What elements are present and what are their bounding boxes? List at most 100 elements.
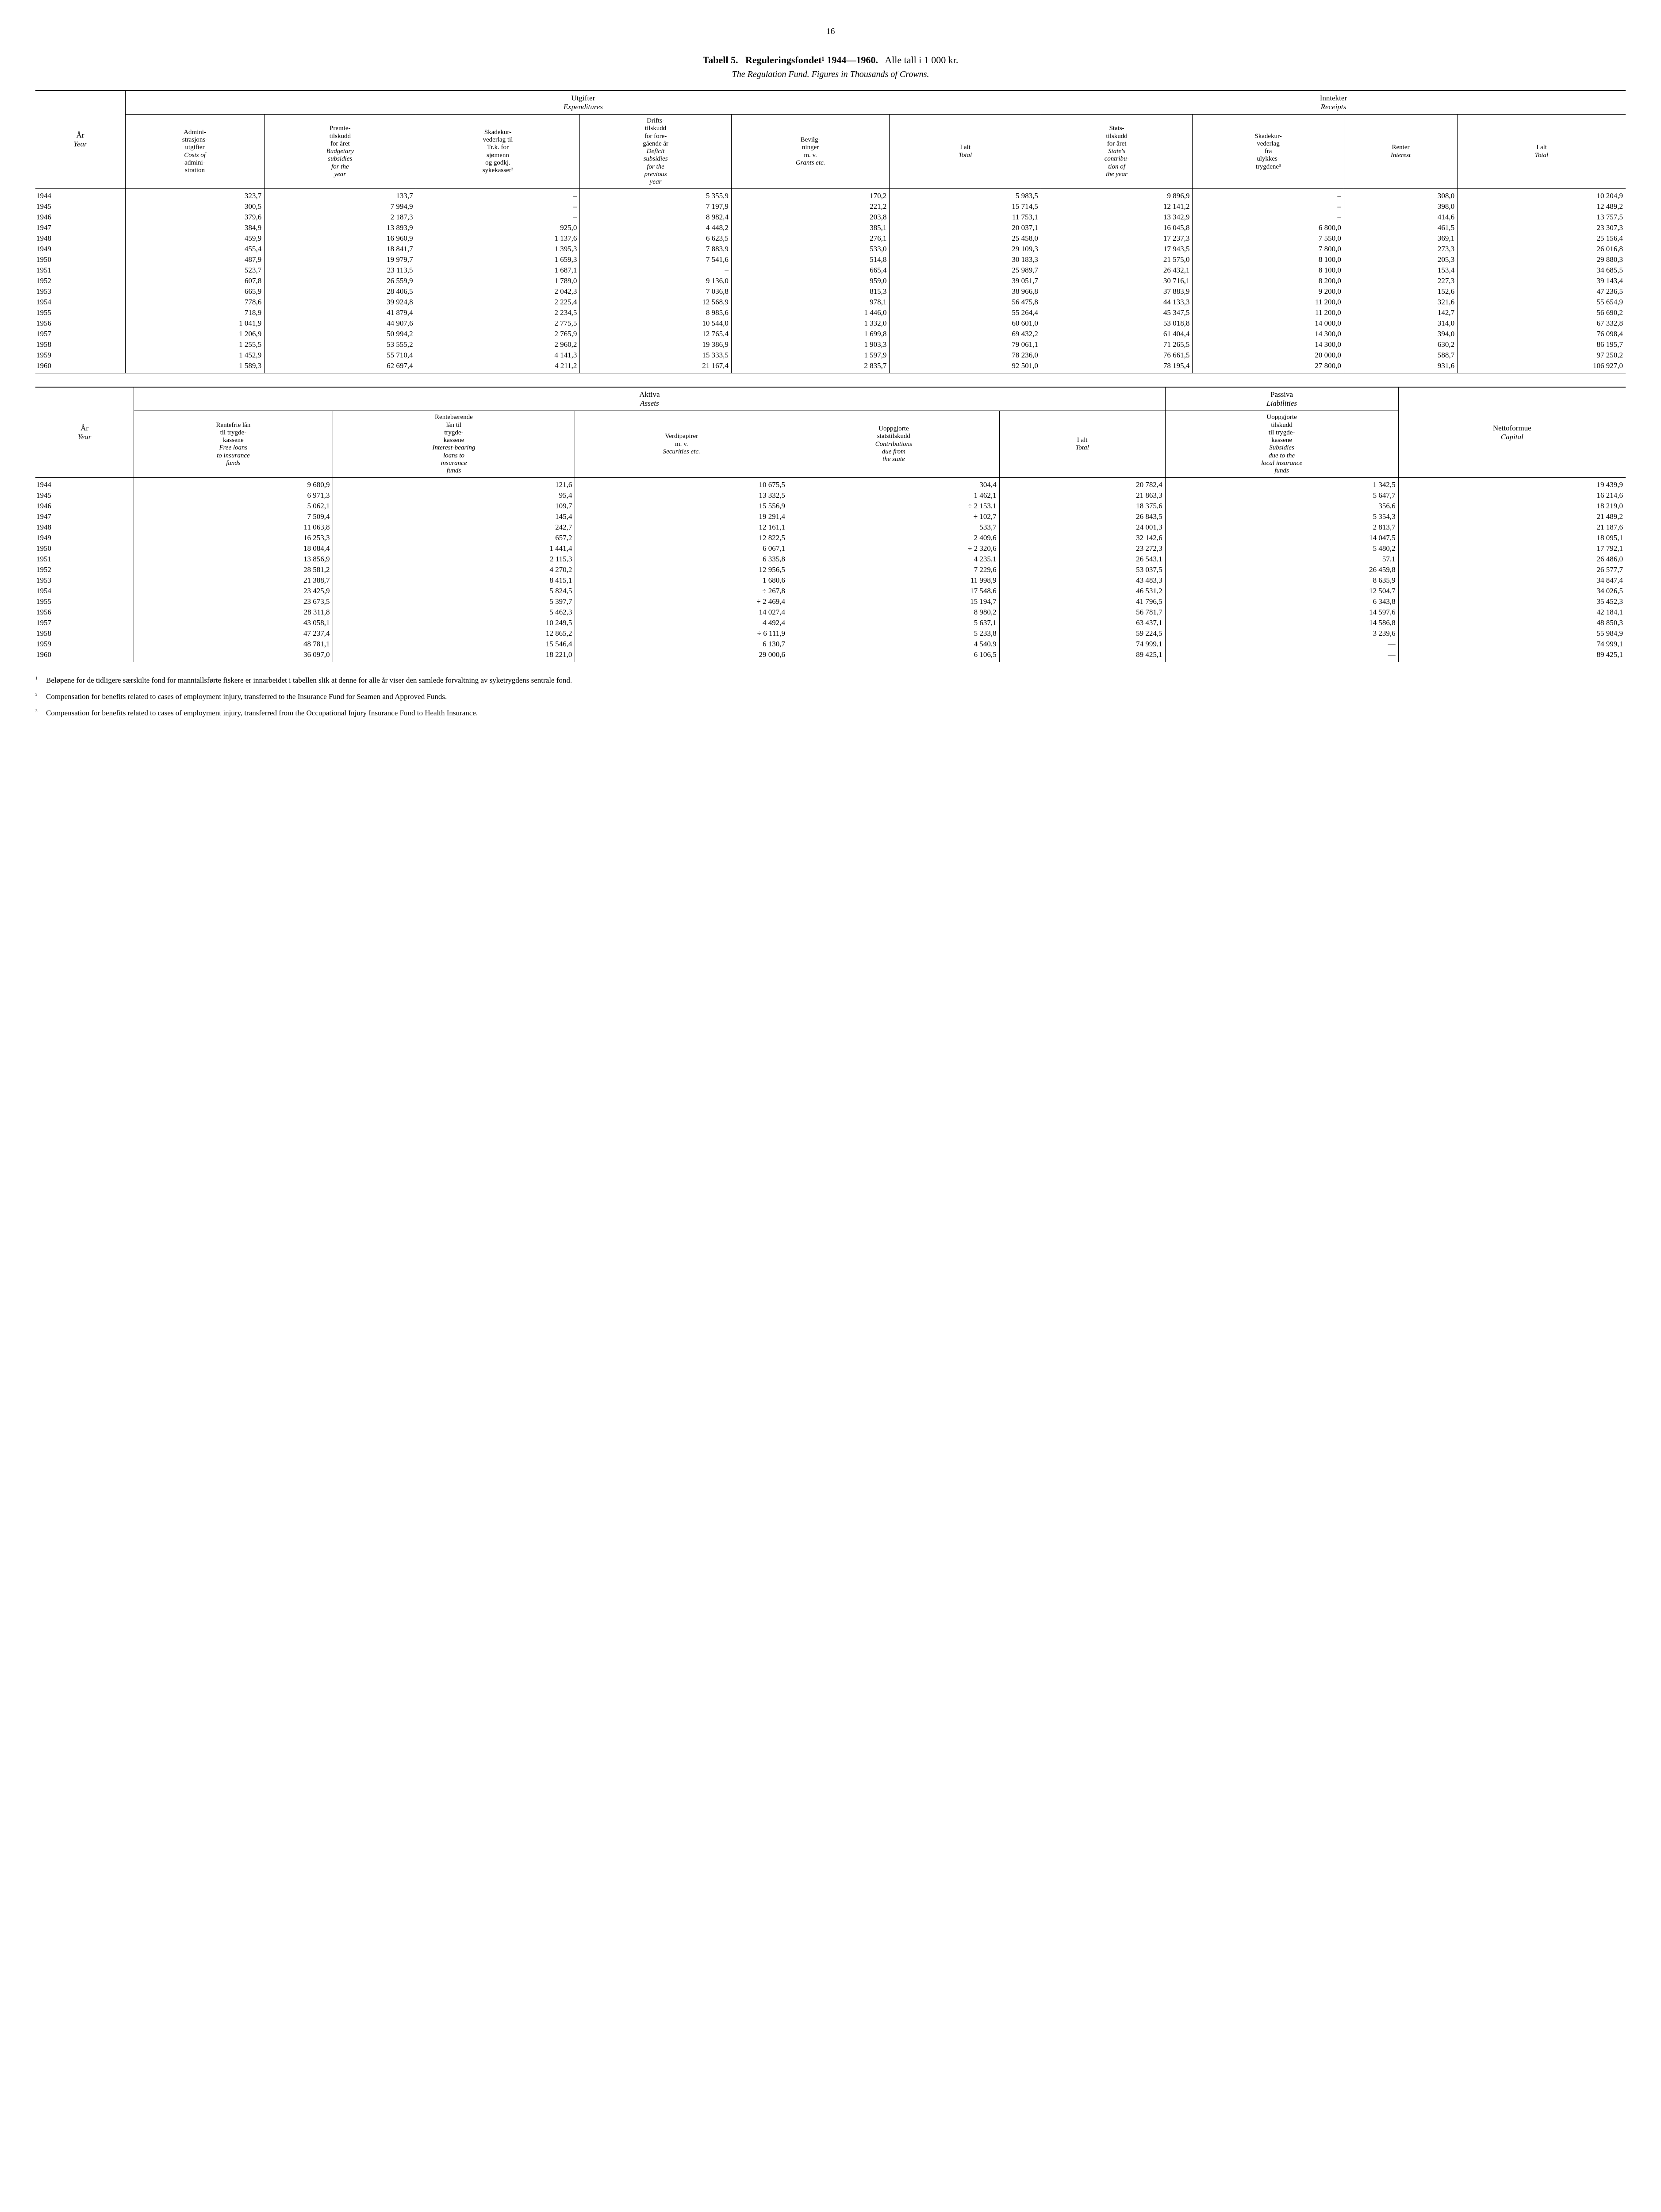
table-row: 19581 255,553 555,22 960,219 386,91 903,… — [35, 339, 1626, 350]
cell: 142,7 — [1344, 307, 1457, 318]
title-prefix: Tabell 5. — [703, 54, 738, 65]
cell: 1 446,0 — [731, 307, 889, 318]
cell: 2 835,7 — [731, 361, 889, 373]
cell: 17 237,3 — [1041, 233, 1193, 244]
cell: 15 714,5 — [890, 201, 1041, 212]
cell: 1949 — [35, 244, 125, 254]
cell: 8 985,6 — [580, 307, 732, 318]
group-aktiva-no: Aktiva — [639, 390, 660, 399]
cell: 718,9 — [125, 307, 264, 318]
cell: 19 291,4 — [575, 511, 788, 522]
cell: 26 543,1 — [999, 554, 1165, 565]
cell: 978,1 — [731, 297, 889, 307]
cell: 13 856,9 — [134, 554, 333, 565]
cell: 1953 — [35, 286, 125, 297]
cell: 39 924,8 — [265, 297, 416, 307]
cell: 1958 — [35, 628, 134, 639]
cell: 4 270,2 — [333, 565, 575, 575]
cell: 46 531,2 — [999, 586, 1165, 596]
cell: 47 236,5 — [1458, 286, 1626, 297]
cell: 12 765,4 — [580, 329, 732, 339]
cell: 1 589,3 — [125, 361, 264, 373]
cell: 414,6 — [1344, 212, 1457, 223]
cell: – — [580, 265, 732, 276]
page-number: 16 — [35, 27, 1626, 37]
cell: 11 753,1 — [890, 212, 1041, 223]
cell: 7 550,0 — [1193, 233, 1344, 244]
cell: 1 659,3 — [416, 254, 580, 265]
cell: 2 765,9 — [416, 329, 580, 339]
cell: 356,6 — [1165, 501, 1398, 511]
cell: 8 100,0 — [1193, 265, 1344, 276]
cell: 78 236,0 — [890, 350, 1041, 361]
cell: 42 184,1 — [1398, 607, 1626, 618]
cell: 533,0 — [731, 244, 889, 254]
cell: 1946 — [35, 501, 134, 511]
cell: 2 042,3 — [416, 286, 580, 297]
footnote-text: Compensation for benefits related to cas… — [46, 708, 1626, 718]
cell: 55 710,4 — [265, 350, 416, 361]
cell: 1953 — [35, 575, 134, 586]
cell: 28 406,5 — [265, 286, 416, 297]
cell: 41 796,5 — [999, 596, 1165, 607]
table-row: 19449 680,9121,610 675,5304,420 782,41 3… — [35, 478, 1626, 491]
cell: 10 675,5 — [575, 478, 788, 491]
cell: 14 000,0 — [1193, 318, 1344, 329]
title-suffix: Alle tall i 1 000 kr. — [885, 54, 958, 65]
cell: 455,4 — [125, 244, 264, 254]
table-row: 195847 237,412 865,2÷ 6 111,95 233,859 2… — [35, 628, 1626, 639]
t1-col-4: Bevilg-ningerm. v.Grants etc. — [731, 115, 889, 189]
cell: 69 432,2 — [890, 329, 1041, 339]
cell: 57,1 — [1165, 554, 1398, 565]
table-row: 195423 425,95 824,5÷ 267,817 548,646 531… — [35, 586, 1626, 596]
cell: 6 971,3 — [134, 490, 333, 501]
cell: 4 211,2 — [416, 361, 580, 373]
cell: 1960 — [35, 649, 134, 662]
footnotes: 1Beløpene for de tidligere særskilte fon… — [35, 676, 1626, 718]
cell: ÷ 102,7 — [788, 511, 1000, 522]
cell: 1959 — [35, 639, 134, 649]
cell: 925,0 — [416, 223, 580, 233]
cell: 5 397,7 — [333, 596, 575, 607]
cell: 1952 — [35, 276, 125, 286]
table-assets-liabilities: ÅrYear Aktiva Assets Passiva Liabilities… — [35, 387, 1626, 662]
cell: 4 448,2 — [580, 223, 732, 233]
table-row: 19571 206,950 994,22 765,912 765,41 699,… — [35, 329, 1626, 339]
cell: 20 000,0 — [1193, 350, 1344, 361]
cell: ÷ 2 469,4 — [575, 596, 788, 607]
table-row: 19456 971,395,413 332,51 462,121 863,35 … — [35, 490, 1626, 501]
table-row: 1948459,916 960,91 137,66 623,5276,125 4… — [35, 233, 1626, 244]
cell: 18 084,4 — [134, 543, 333, 554]
cell: 17 943,5 — [1041, 244, 1193, 254]
cell: 2 960,2 — [416, 339, 580, 350]
cell: 14 027,4 — [575, 607, 788, 618]
table-row: 1951523,723 113,51 687,1–665,425 989,726… — [35, 265, 1626, 276]
cell: 6 130,7 — [575, 639, 788, 649]
cell: 1 395,3 — [416, 244, 580, 254]
cell: 26 016,8 — [1458, 244, 1626, 254]
cell: 38 966,8 — [890, 286, 1041, 297]
cell: 1957 — [35, 329, 125, 339]
cell: 13 332,5 — [575, 490, 788, 501]
cell: 53 037,5 — [999, 565, 1165, 575]
cell: 14 300,0 — [1193, 329, 1344, 339]
cell: 514,8 — [731, 254, 889, 265]
cell: 7 994,9 — [265, 201, 416, 212]
cell: 1944 — [35, 478, 134, 491]
cell: 21 187,6 — [1398, 522, 1626, 533]
cell: 56 690,2 — [1458, 307, 1626, 318]
t1-col-8: RenterInterest — [1344, 115, 1457, 189]
cell: 1947 — [35, 223, 125, 233]
cell: — — [1165, 649, 1398, 662]
cell: 8 982,4 — [580, 212, 732, 223]
cell: 32 142,6 — [999, 533, 1165, 543]
cell: 12 865,2 — [333, 628, 575, 639]
cell: 10 249,5 — [333, 618, 575, 628]
cell: 18 095,1 — [1398, 533, 1626, 543]
cell: 26 559,9 — [265, 276, 416, 286]
cell: 36 097,0 — [134, 649, 333, 662]
cell: 2 225,4 — [416, 297, 580, 307]
cell: 48 781,1 — [134, 639, 333, 649]
t2-col-1: Rentebærendelån tiltrygde-kasseneInteres… — [333, 411, 575, 478]
cell: 19 439,9 — [1398, 478, 1626, 491]
